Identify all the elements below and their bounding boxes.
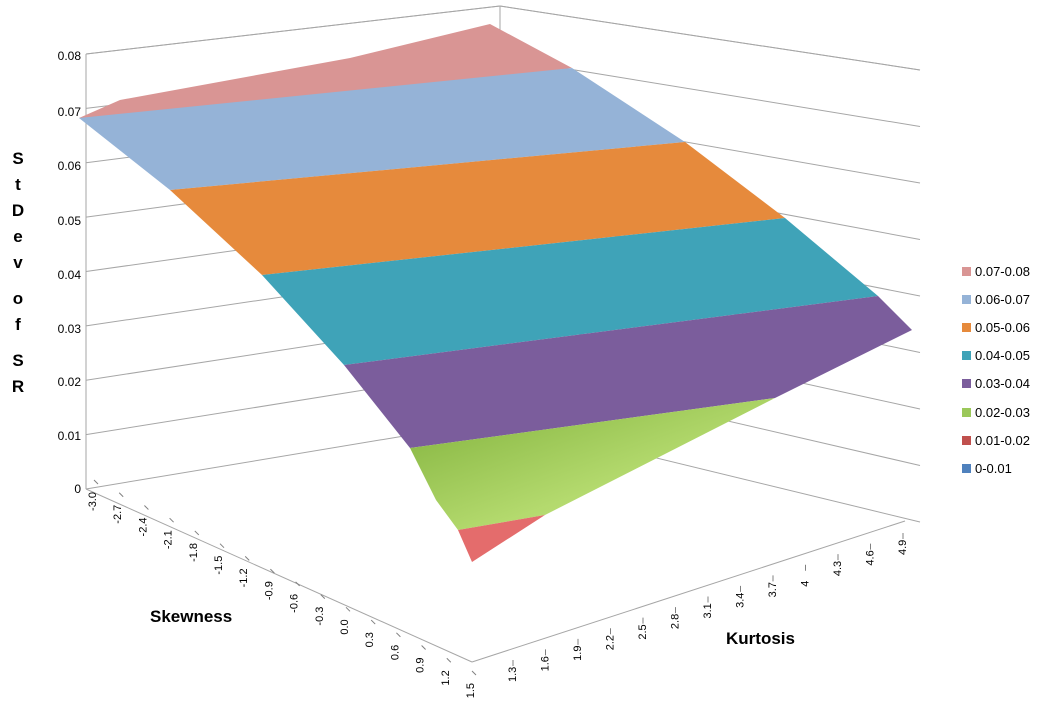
legend-swatch xyxy=(962,463,971,473)
legend-swatch xyxy=(962,266,971,276)
skewness-tick-mark xyxy=(345,606,351,612)
skewness-tick-mark xyxy=(270,568,275,574)
surface-band-0.03-0.04 xyxy=(344,296,912,448)
skewness-tick-label: 0.6 xyxy=(389,645,401,660)
kurtosis-tick-label: 3.7 xyxy=(767,582,779,597)
legend-label: 0.06-0.07 xyxy=(975,291,1030,307)
kurtosis-tick-label: 4.3 xyxy=(832,561,844,576)
skewness-tick-label: 0.3 xyxy=(364,632,376,647)
kurtosis-tick-label: 4.6 xyxy=(865,550,877,565)
kurtosis-axis: 1.3 1.6 1.9 2.2 2.5 2.8 3.1 3.4 3.7 4 4.3 4.6 4.9 xyxy=(507,533,909,682)
skewness-tick-label: -0.9 xyxy=(263,581,275,600)
kurtosis-tick-label: 3.1 xyxy=(702,603,714,618)
skewness-tick-mark xyxy=(396,632,401,638)
floor-skewness-edge xyxy=(85,488,473,663)
surface-band-0.07-0.08 xyxy=(79,24,572,118)
kurtosis-tick-label: 2.5 xyxy=(637,624,649,639)
skewness-tick-mark xyxy=(169,517,174,523)
surface-band-0.06-0.07 xyxy=(79,68,685,190)
legend-swatch xyxy=(962,435,971,445)
kurtosis-tick-label: 4 xyxy=(800,581,812,587)
legend-swatch xyxy=(962,322,971,332)
skewness-tick-label: 0.9 xyxy=(415,658,427,673)
kurtosis-tick-label: 1.6 xyxy=(540,656,552,671)
legend-item: 0.03-0.04 xyxy=(962,370,1042,398)
skewness-tick-mark xyxy=(144,505,149,510)
legend: 0.07-0.08 0.06-0.07 0.05-0.06 0.04-0.05 … xyxy=(962,257,1042,483)
legend-item: 0.04-0.05 xyxy=(962,342,1042,370)
skewness-tick-mark xyxy=(295,581,300,587)
legend-label: 0.03-0.04 xyxy=(975,376,1030,392)
legend-item: 0.05-0.06 xyxy=(962,313,1042,341)
z-tick-label: 0.01 xyxy=(58,429,82,443)
legend-label: 0.04-0.05 xyxy=(975,348,1030,364)
skewness-tick-label: -2.1 xyxy=(163,530,175,549)
skewness-tick-mark xyxy=(118,492,124,498)
z-tick-label: 0.04 xyxy=(58,268,82,282)
skewness-axis: -3.0 -2.7 -2.4 -2.1 -1.8 -1.5 -1.2 -0.9 -0.6 -0.3… xyxy=(87,479,477,698)
skewness-tick-label: -1.8 xyxy=(188,543,200,562)
skewness-tick-mark xyxy=(219,543,225,549)
z-tick-label: 0.05 xyxy=(58,214,82,228)
legend-item: 0.01-0.02 xyxy=(962,426,1042,454)
skewness-tick-mark xyxy=(320,594,326,599)
skewness-tick-label: 0.0 xyxy=(339,619,351,634)
skewness-tick-mark xyxy=(421,645,426,650)
legend-label: 0.07-0.08 xyxy=(975,263,1030,279)
surface-band-0.01-0.02 xyxy=(458,515,545,562)
legend-label: 0.01-0.02 xyxy=(975,432,1030,448)
legend-label: 0.02-0.03 xyxy=(975,404,1030,420)
skewness-tick-label: -1.5 xyxy=(213,556,225,575)
surface-band-0.02-0.03 xyxy=(410,398,775,530)
skewness-tick-label: 1.5 xyxy=(465,683,477,698)
legend-swatch xyxy=(962,379,971,389)
kurtosis-tick-label: 1.9 xyxy=(572,646,584,661)
surface xyxy=(79,24,912,562)
skewness-tick-label: -2.4 xyxy=(137,517,149,536)
skewness-tick-label: 1.2 xyxy=(440,670,452,685)
legend-label: 0.05-0.06 xyxy=(975,319,1030,335)
z-tick-label: 0.06 xyxy=(58,159,82,173)
skewness-tick-label: -1.2 xyxy=(238,568,250,587)
skewness-tick-label: -3.0 xyxy=(87,492,99,511)
skewness-tick-label: -0.6 xyxy=(289,594,301,613)
z-tick-label: 0.02 xyxy=(58,375,82,389)
z-tick-label: 0.07 xyxy=(58,105,82,119)
legend-item: 0-0.01 xyxy=(962,454,1042,482)
y-axis-title: Kurtosis xyxy=(726,629,795,648)
legend-item: 0.06-0.07 xyxy=(962,285,1042,313)
z-tick-label: 0 xyxy=(74,482,81,496)
skewness-tick-mark xyxy=(93,479,99,485)
legend-swatch xyxy=(962,407,971,417)
skewness-tick-label: -2.7 xyxy=(112,505,124,524)
skewness-tick-mark xyxy=(471,670,477,676)
kurtosis-tick-label: 2.8 xyxy=(670,614,682,629)
legend-swatch xyxy=(962,351,971,361)
legend-swatch xyxy=(962,294,971,304)
skewness-tick-mark xyxy=(446,657,452,663)
surface-band-0.05-0.06 xyxy=(170,142,785,275)
legend-item: 0.07-0.08 xyxy=(962,257,1042,285)
skewness-tick-label: -0.3 xyxy=(314,607,326,626)
z-tick-label: 0.08 xyxy=(58,49,82,63)
gridline xyxy=(85,5,501,55)
skewness-tick-mark xyxy=(244,556,250,561)
skewness-tick-mark xyxy=(370,619,376,625)
kurtosis-tick-label: 1.3 xyxy=(507,667,519,682)
legend-label: 0-0.01 xyxy=(975,460,1012,476)
gridline xyxy=(499,5,921,71)
kurtosis-tick-label: 3.4 xyxy=(735,593,747,608)
x-axis-title: Skewness xyxy=(150,607,232,626)
z-tick-label: 0.03 xyxy=(58,322,82,336)
z-axis: 0.08 0.07 0.06 0.05 0.04 0.03 0.02 0.01 … xyxy=(58,49,82,496)
floor-kurtosis-edge xyxy=(471,520,906,663)
kurtosis-tick-label: 2.2 xyxy=(605,635,617,650)
legend-item: 0.02-0.03 xyxy=(962,398,1042,426)
skewness-tick-mark xyxy=(194,530,200,536)
kurtosis-tick-label: 4.9 xyxy=(897,540,909,555)
surface-band-0.04-0.05 xyxy=(262,218,878,365)
